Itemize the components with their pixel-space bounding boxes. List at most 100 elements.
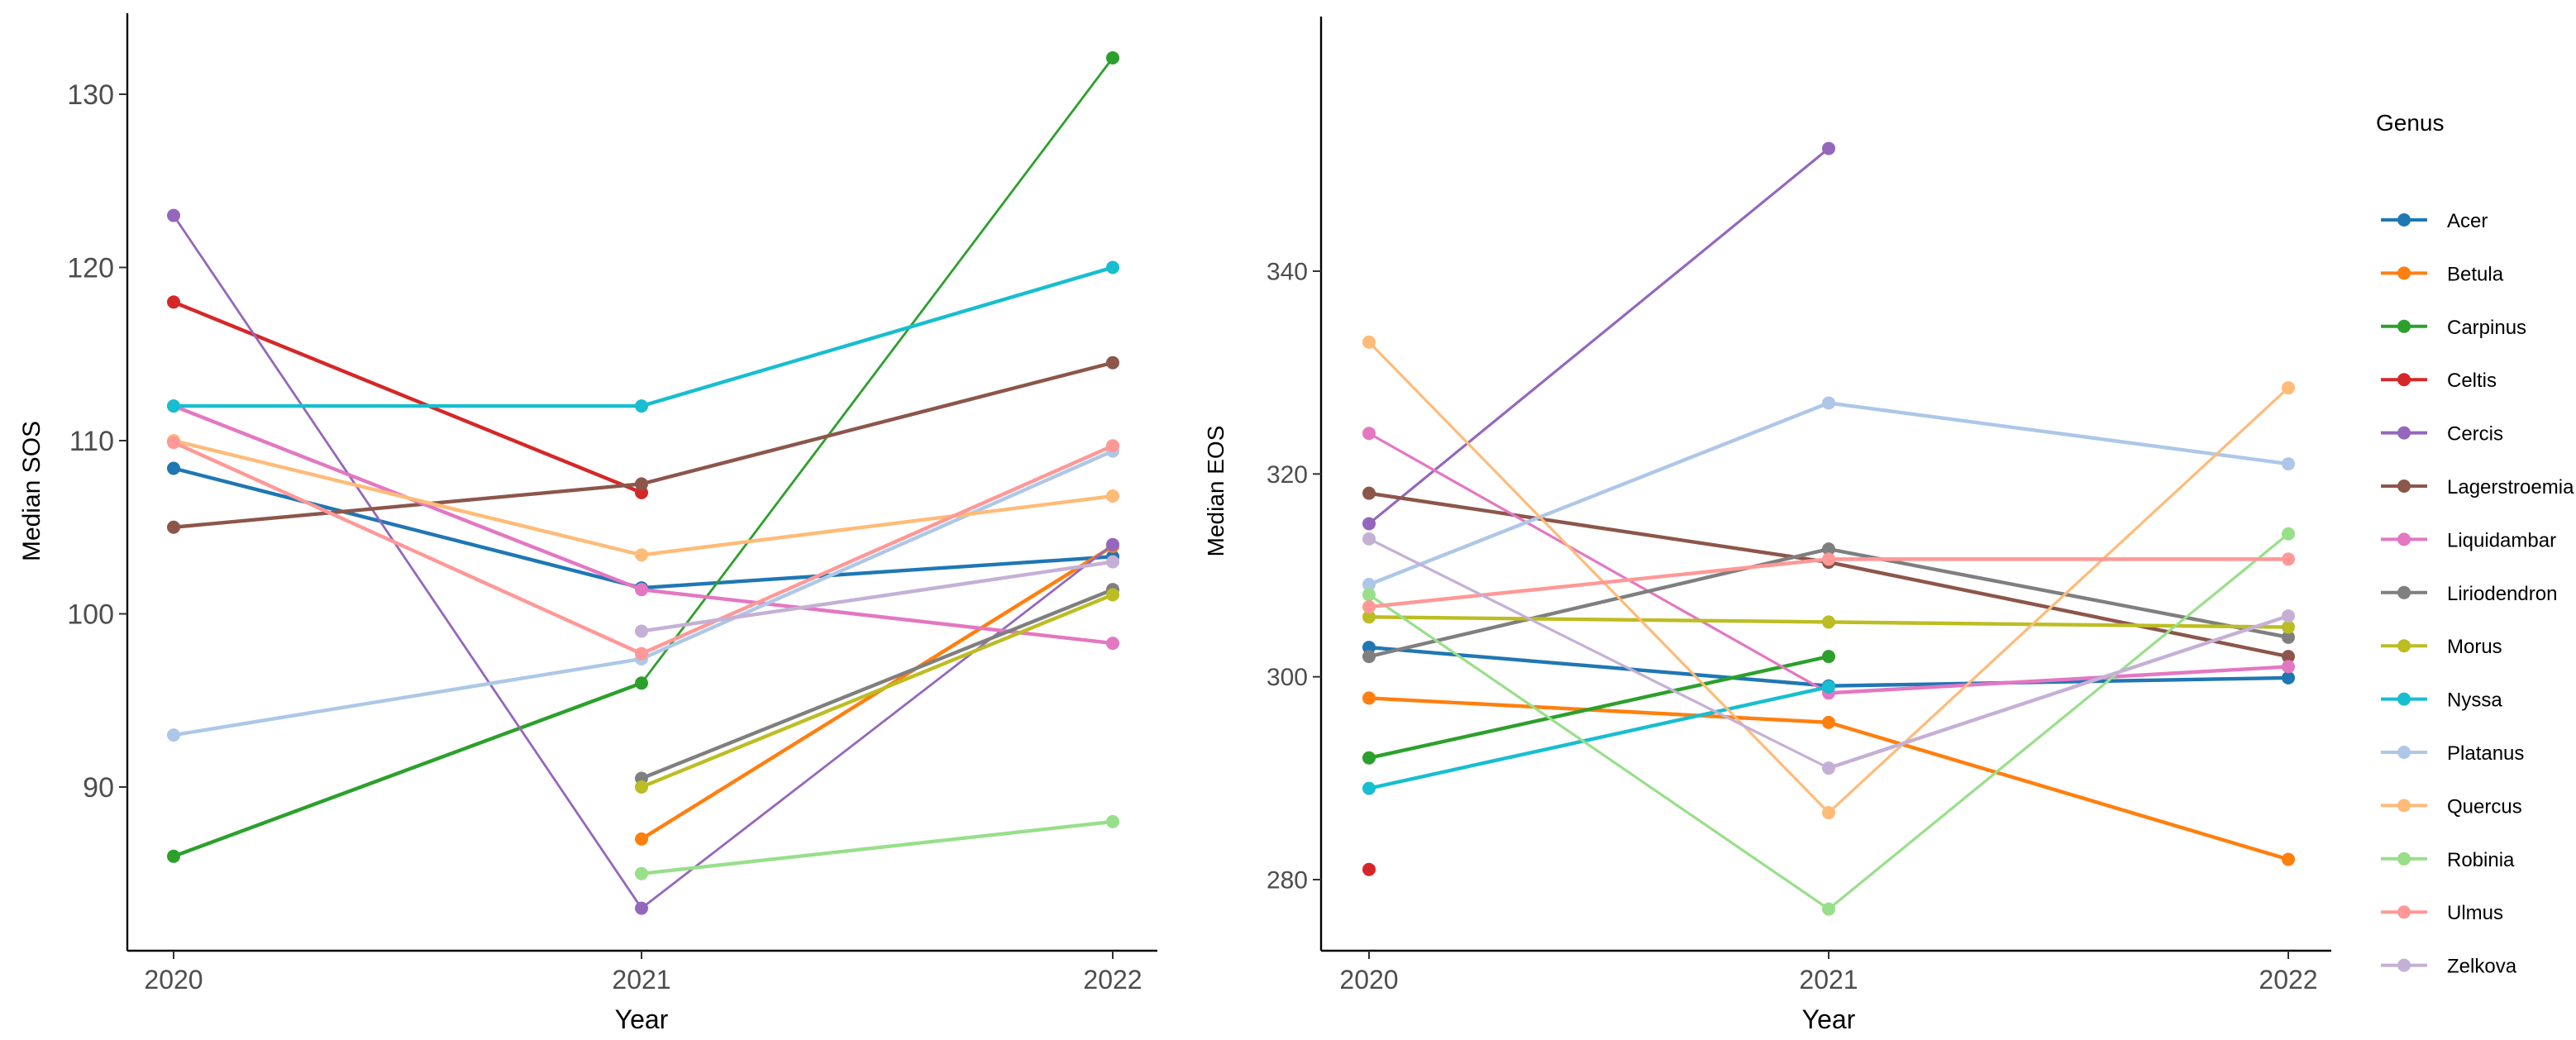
data-point-robinia-2022 bbox=[2282, 527, 2295, 541]
legend-key-point bbox=[2397, 799, 2411, 813]
data-point-acer-2022 bbox=[2282, 670, 2295, 685]
legend-key-point bbox=[2397, 213, 2411, 227]
series-celtis bbox=[167, 295, 648, 499]
legend-key-point bbox=[2397, 319, 2411, 333]
data-point-platanus-2020 bbox=[1362, 578, 1376, 592]
x-tick-label: 2020 bbox=[1339, 965, 1398, 995]
series-line-segment bbox=[173, 482, 642, 529]
data-point-cercis-2021 bbox=[1822, 141, 1835, 155]
data-point-platanus-2021 bbox=[1822, 396, 1835, 410]
legend-label: Morus bbox=[2447, 636, 2502, 658]
legend-item-quercus: Quercus bbox=[2381, 795, 2522, 818]
y-tick-label: 340 bbox=[1267, 259, 1308, 286]
legend-label: Acer bbox=[2447, 210, 2488, 232]
data-point-cercis-2020 bbox=[1362, 517, 1376, 531]
legend-key-point bbox=[2397, 852, 2411, 866]
series-line-segment bbox=[1368, 537, 1829, 770]
data-point-nyssa-2021 bbox=[1822, 680, 1835, 694]
y-tick-label: 120 bbox=[67, 252, 114, 284]
series-line-segment bbox=[640, 57, 1114, 685]
y-tick-label: 280 bbox=[1267, 867, 1308, 894]
legend-key-point bbox=[2397, 426, 2411, 440]
series-cercis bbox=[167, 208, 1119, 915]
data-point-cercis-2021 bbox=[635, 901, 648, 915]
data-point-celtis-2020 bbox=[167, 295, 180, 309]
series-line-segment bbox=[1828, 675, 2289, 688]
series-liquidambar bbox=[167, 399, 1119, 651]
y-tick-label: 320 bbox=[1267, 461, 1308, 489]
series-line-segment bbox=[1828, 613, 2289, 770]
data-point-quercus-2021 bbox=[1822, 806, 1835, 820]
series-line-segment bbox=[1827, 386, 2290, 814]
series-lagerstroemia bbox=[1362, 486, 2295, 664]
legend-item-acer: Acer bbox=[2381, 210, 2488, 232]
series-nyssa bbox=[1362, 680, 1835, 795]
legend-item-zelkova: Zelkova bbox=[2381, 956, 2517, 978]
data-point-carpinus-2021 bbox=[1822, 650, 1835, 664]
series-morus bbox=[1362, 610, 2295, 634]
legend-item-nyssa: Nyssa bbox=[2381, 689, 2502, 712]
data-point-liquidambar-2022 bbox=[2282, 660, 2295, 674]
series-line-segment bbox=[641, 819, 1114, 875]
data-point-carpinus-2021 bbox=[635, 676, 648, 690]
series-liquidambar bbox=[1362, 427, 2295, 700]
legend-item-carpinus: Carpinus bbox=[2381, 317, 2526, 339]
series-line-segment bbox=[1368, 645, 1829, 688]
series-line-segment bbox=[1828, 560, 2289, 659]
legend-key-point bbox=[2397, 746, 2411, 759]
legend-key-point bbox=[2397, 958, 2411, 972]
series-ulmus bbox=[1362, 552, 2295, 614]
legend-label: Carpinus bbox=[2447, 317, 2526, 339]
legend-key-point bbox=[2397, 479, 2411, 493]
legend-key-point bbox=[2397, 585, 2411, 599]
x-tick-label: 2022 bbox=[1083, 965, 1142, 995]
data-point-nyssa-2022 bbox=[1106, 260, 1119, 274]
data-point-zelkova-2022 bbox=[2282, 609, 2295, 623]
data-point-morus-2021 bbox=[1822, 615, 1835, 629]
series-zelkova bbox=[635, 555, 1119, 638]
legend-item-cercis: Cercis bbox=[2381, 423, 2503, 446]
y-axis-title: Median SOS bbox=[18, 421, 45, 561]
x-tick-label: 2021 bbox=[1799, 965, 1858, 995]
series-line-segment bbox=[1367, 147, 1830, 525]
series-line-segment bbox=[1827, 532, 2290, 910]
data-point-zelkova-2021 bbox=[635, 624, 648, 638]
legend-title: Genus bbox=[2376, 110, 2445, 136]
legend-label: Liriodendron bbox=[2447, 583, 2557, 605]
data-point-carpinus-2020 bbox=[167, 849, 180, 863]
series-line-segment bbox=[173, 441, 642, 656]
data-point-lagerstroemia-2020 bbox=[167, 520, 180, 534]
series-line-segment bbox=[641, 543, 1114, 909]
series-carpinus bbox=[1362, 650, 1835, 765]
series-line-segment bbox=[173, 438, 642, 557]
series-line-segment bbox=[173, 466, 642, 590]
series-line-segment bbox=[641, 560, 1114, 633]
series-line-segment bbox=[1828, 401, 2289, 466]
data-point-robinia-2022 bbox=[1106, 814, 1119, 828]
series-line-segment bbox=[641, 449, 1114, 661]
legend: Genus Acer Betula Carpinus Celtis Cercis Lage… bbox=[2376, 110, 2574, 978]
data-point-liriodendron-2020 bbox=[1362, 650, 1376, 664]
data-point-robinia-2021 bbox=[1822, 902, 1835, 916]
data-point-ulmus-2021 bbox=[1822, 552, 1835, 566]
series-cercis bbox=[1362, 141, 1835, 531]
series-betula bbox=[1362, 691, 2295, 866]
series-line-segment bbox=[1828, 546, 2289, 639]
series-line-segment bbox=[173, 656, 642, 737]
series-line-segment bbox=[1368, 491, 1829, 565]
x-tick-label: 2020 bbox=[144, 965, 203, 995]
legend-label: Nyssa bbox=[2447, 689, 2502, 712]
series-line-segment bbox=[1368, 654, 1829, 760]
legend-item-robinia: Robinia bbox=[2381, 849, 2515, 871]
series-line-segment bbox=[1828, 720, 2289, 861]
legend-item-betula: Betula bbox=[2381, 263, 2504, 285]
data-point-nyssa-2020 bbox=[1362, 781, 1376, 795]
data-point-liquidambar-2022 bbox=[1106, 637, 1119, 651]
series-line-segment bbox=[1368, 432, 1829, 694]
x-axis-title: Year bbox=[615, 1004, 669, 1034]
data-point-nyssa-2020 bbox=[167, 399, 180, 413]
legend-item-morus: Morus bbox=[2381, 636, 2502, 658]
data-point-liriodendron-2022 bbox=[2282, 630, 2295, 644]
series-line-segment bbox=[173, 300, 642, 494]
